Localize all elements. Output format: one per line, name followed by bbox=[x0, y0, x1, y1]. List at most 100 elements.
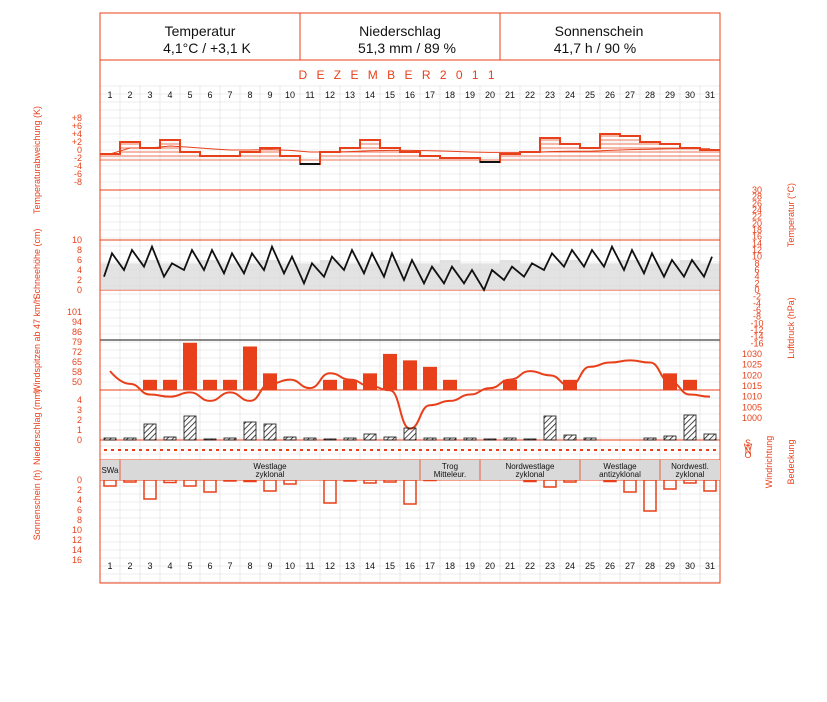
day-label-top: 5 bbox=[187, 90, 192, 100]
sunshine-bar bbox=[243, 479, 257, 483]
precip-title: Niederschlag bbox=[359, 23, 441, 39]
wind-tick: 101 bbox=[67, 307, 82, 317]
wind-gust-bar bbox=[443, 379, 457, 390]
wind-direction-dot bbox=[118, 449, 121, 451]
weather-type-label: zyklonal bbox=[516, 470, 545, 479]
temperature-tick: 4 bbox=[754, 272, 759, 282]
temperature-tick: -10 bbox=[750, 318, 763, 328]
wind-direction-dot bbox=[601, 449, 604, 451]
weather-type-label: Westlage bbox=[603, 462, 637, 471]
wind-direction-dot bbox=[398, 449, 401, 451]
day-label-bottom: 1 bbox=[107, 561, 112, 571]
wind-gust-bar bbox=[343, 379, 357, 390]
weather-type-label: antizyklonal bbox=[599, 470, 641, 479]
cloud-cover-label: Bedeckung bbox=[786, 439, 796, 484]
wind-direction-dot bbox=[321, 449, 324, 451]
wind-direction-dot bbox=[349, 449, 352, 451]
day-label-bottom: 4 bbox=[167, 561, 172, 571]
wind-dir-tick: S bbox=[745, 438, 751, 448]
wind-dir-tick: W bbox=[744, 442, 753, 452]
day-label-top: 15 bbox=[385, 90, 395, 100]
sunshine-bar bbox=[563, 479, 577, 483]
temperature-mean-band bbox=[500, 260, 520, 290]
wind-gust-bar bbox=[243, 346, 257, 390]
temperature-mean-band bbox=[220, 263, 240, 290]
wind-direction-dot bbox=[244, 449, 247, 451]
temperature-mean-band bbox=[580, 263, 600, 290]
temperature-mean-band bbox=[380, 260, 400, 290]
chart-frame bbox=[99, 12, 721, 584]
temp-anomaly-tick: +4 bbox=[72, 129, 82, 139]
precip-bar bbox=[303, 437, 317, 441]
wind-direction-dot bbox=[363, 449, 366, 451]
sunshine-tick: 0 bbox=[77, 475, 82, 485]
temperature-line bbox=[103, 244, 713, 293]
temperature-tick: 12 bbox=[752, 245, 762, 255]
temp-anomaly-tick: -8 bbox=[74, 177, 82, 187]
day-labels-bottom: 1 2 3 4 5 6 7 8 9 10 11 12 13 14 15 16 17 18 19 20 21 22 23 24 2… bbox=[107, 561, 715, 571]
temp-anomaly-tick: -4 bbox=[74, 161, 82, 171]
day-label-top: 28 bbox=[645, 90, 655, 100]
temperature-mean-band bbox=[120, 263, 140, 290]
sunshine-bar bbox=[143, 479, 157, 500]
day-label-bottom: 12 bbox=[325, 561, 335, 571]
temp-anomaly-tick: +6 bbox=[72, 121, 82, 131]
sunshine-bar bbox=[223, 479, 237, 482]
wind-direction-dot bbox=[538, 449, 541, 451]
day-label-bottom: 17 bbox=[425, 561, 435, 571]
temperature-mean-band bbox=[660, 263, 680, 290]
wind-direction-dot bbox=[713, 449, 716, 451]
day-label-bottom: 22 bbox=[525, 561, 535, 571]
sunshine-tick: 2 bbox=[77, 485, 82, 495]
day-label-top: 26 bbox=[605, 90, 615, 100]
snow-axis-label: Schneehöhe (cm) bbox=[32, 228, 42, 299]
wind-gust-bar bbox=[383, 353, 397, 390]
day-label-bottom: 8 bbox=[247, 561, 252, 571]
wind-direction-dot bbox=[258, 449, 261, 451]
temperature-mean-band bbox=[300, 263, 320, 290]
sunshine-bar bbox=[683, 479, 697, 484]
precip-bar bbox=[683, 414, 697, 441]
pressure-tick: 1030 bbox=[742, 349, 762, 359]
precip-bar bbox=[503, 437, 517, 441]
precip-bar bbox=[563, 434, 577, 441]
wind-gust-bar bbox=[503, 379, 517, 390]
precip-bar bbox=[443, 437, 457, 441]
day-label-bottom: 21 bbox=[505, 561, 515, 571]
wind-direction-dot bbox=[580, 449, 583, 451]
precip-bar bbox=[263, 423, 277, 441]
wind-direction-dot bbox=[475, 449, 478, 451]
wind-direction-dot bbox=[608, 449, 611, 451]
temperature-mean-band bbox=[600, 263, 620, 290]
wind-direction-dot bbox=[174, 449, 177, 451]
chart-grid bbox=[99, 85, 720, 583]
day-label-bottom: 23 bbox=[545, 561, 555, 571]
sunshine-bar bbox=[103, 479, 117, 487]
day-label-top: 9 bbox=[267, 90, 272, 100]
temperature-mean-band bbox=[200, 260, 220, 290]
sunshine-tick: 4 bbox=[77, 495, 82, 505]
day-label-top: 29 bbox=[665, 90, 675, 100]
temperature-tick: -12 bbox=[750, 325, 763, 335]
wind-direction-dot bbox=[552, 449, 555, 451]
precip-bar bbox=[423, 437, 437, 441]
temperature-tick: 16 bbox=[752, 232, 762, 242]
day-label-top: 13 bbox=[345, 90, 355, 100]
wind-direction-dot bbox=[426, 449, 429, 451]
wind-direction-dot bbox=[139, 449, 142, 451]
pressure-tick: 1000 bbox=[742, 413, 762, 423]
day-label-bottom: 30 bbox=[685, 561, 695, 571]
wind-direction-dot bbox=[370, 449, 373, 451]
mean-bands bbox=[100, 260, 720, 290]
wind-direction-dot bbox=[230, 449, 233, 451]
precip-bar bbox=[143, 423, 157, 441]
temperature-mean-band bbox=[540, 263, 560, 290]
snow-tick: 6 bbox=[77, 255, 82, 265]
sunshine-tick: 14 bbox=[72, 545, 82, 555]
day-label-top: 23 bbox=[545, 90, 555, 100]
day-label-top: 27 bbox=[625, 90, 635, 100]
precip-tick: 2 bbox=[77, 415, 82, 425]
wind-gust-bar bbox=[423, 366, 437, 390]
pressure-tick: 1010 bbox=[742, 392, 762, 402]
